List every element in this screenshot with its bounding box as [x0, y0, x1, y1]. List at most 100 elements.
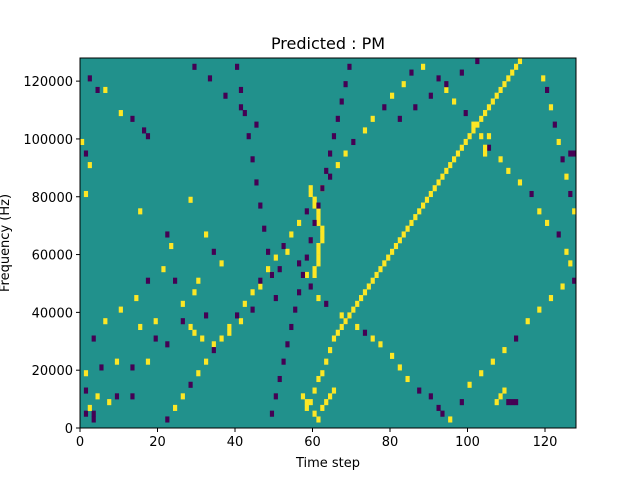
heatmap-cell — [320, 225, 325, 232]
heatmap-cell — [269, 410, 275, 417]
heatmap-cell — [405, 225, 410, 232]
heatmap-cell — [428, 393, 433, 400]
heatmap-cell — [382, 260, 387, 267]
heatmap-cell — [548, 295, 554, 302]
heatmap-cell — [552, 121, 557, 128]
heatmap-cell — [397, 364, 402, 371]
heatmap-cell — [328, 393, 333, 400]
y-tick-label: 80000 — [32, 191, 73, 206]
heatmap-cell — [169, 243, 174, 250]
heatmap-cell — [335, 115, 340, 122]
heatmap-cell — [424, 196, 430, 203]
heatmap-cell — [436, 179, 441, 186]
heatmap-cell — [386, 254, 391, 261]
heatmap-cell — [87, 404, 92, 411]
y-tick-label: 20000 — [32, 364, 73, 379]
heatmap-cell — [479, 133, 484, 140]
heatmap-cell — [153, 335, 158, 342]
heatmap-cell — [471, 121, 476, 128]
heatmap-cell — [517, 179, 523, 186]
heatmap-cell — [316, 219, 321, 226]
heatmap-cell — [347, 63, 352, 70]
heatmap-cell — [188, 381, 193, 388]
heatmap-cell — [502, 81, 507, 88]
heatmap-cell — [483, 144, 488, 151]
heatmap-cell — [475, 58, 480, 65]
heatmap-cell — [444, 167, 449, 174]
heatmap-background — [80, 58, 576, 428]
heatmap-cell — [281, 243, 286, 250]
heatmap-cell — [397, 237, 402, 244]
heatmap-cell — [308, 185, 313, 192]
heatmap-cell — [304, 208, 309, 215]
heatmap-cell — [227, 323, 232, 331]
heatmap-cell — [355, 323, 360, 331]
heatmap-cell — [498, 156, 503, 163]
heatmap-cell — [99, 364, 104, 371]
heatmap-cell — [211, 347, 216, 354]
heatmap-cell — [556, 138, 561, 146]
heatmap-cell — [529, 190, 534, 198]
heatmap-cell — [192, 289, 197, 296]
heatmap-cell — [258, 277, 263, 284]
heatmap-cell — [339, 323, 344, 331]
heatmap-cell — [242, 110, 247, 117]
heatmap-cell — [316, 214, 321, 221]
heatmap-cell — [103, 318, 108, 325]
heatmap-cell — [300, 271, 306, 278]
heatmap-cell — [91, 335, 96, 342]
x-tick-label: 80 — [382, 435, 399, 450]
heatmap-cell — [409, 69, 414, 76]
heatmap-cell — [316, 243, 321, 250]
heatmap-cell — [188, 323, 193, 331]
heatmap-cell — [211, 341, 216, 348]
heatmap-cell — [374, 271, 379, 278]
heatmap-cell — [219, 260, 224, 267]
heatmap-cell — [192, 63, 197, 70]
heatmap-cell — [479, 370, 484, 377]
heatmap-cell — [316, 208, 321, 215]
heatmap-cell — [401, 231, 406, 238]
heatmap-cell — [320, 185, 325, 192]
heatmap-cell — [312, 266, 317, 273]
heatmap-cell — [114, 393, 120, 400]
heatmap-cell — [483, 150, 488, 157]
heatmap-cell — [343, 150, 348, 157]
heatmap-cell — [145, 133, 151, 140]
heatmap-cell — [238, 86, 244, 93]
heatmap-cell — [138, 208, 143, 215]
heatmap-cell — [316, 416, 321, 423]
heatmap-cell — [568, 150, 573, 157]
heatmap-cell — [114, 358, 120, 365]
heatmap-cell — [83, 387, 89, 394]
heatmap-cell — [506, 75, 511, 82]
y-tick-label: 100000 — [23, 133, 73, 148]
heatmap-cell — [347, 312, 352, 319]
heatmap-cell — [432, 185, 437, 192]
heatmap-cell — [223, 92, 228, 99]
heatmap-cell — [417, 208, 422, 215]
heatmap-cell — [564, 173, 569, 180]
heatmap-cell — [227, 329, 232, 336]
heatmap-cell — [335, 329, 340, 336]
heatmap-cell — [204, 312, 209, 319]
heatmap-cell — [308, 190, 313, 198]
chart-title: Predicted : PM — [271, 34, 385, 53]
heatmap-cell — [312, 271, 317, 278]
heatmap-cell — [320, 237, 325, 244]
x-axis-label: Time step — [295, 456, 360, 471]
x-tick-label: 120 — [533, 435, 558, 450]
heatmap-cell — [273, 295, 278, 302]
heatmap-cells — [80, 58, 577, 428]
heatmap-cell — [281, 358, 286, 365]
heatmap-cell — [328, 150, 333, 157]
heatmap-cell — [506, 167, 511, 174]
heatmap-cell — [80, 138, 85, 146]
heatmap-cell — [180, 300, 185, 307]
heatmap-cell — [444, 86, 449, 93]
heatmap-cell — [165, 231, 170, 238]
heatmap-cell — [378, 266, 383, 273]
heatmap-cell — [91, 416, 96, 423]
heatmap-cell — [459, 399, 464, 406]
heatmap-cell — [467, 133, 472, 140]
